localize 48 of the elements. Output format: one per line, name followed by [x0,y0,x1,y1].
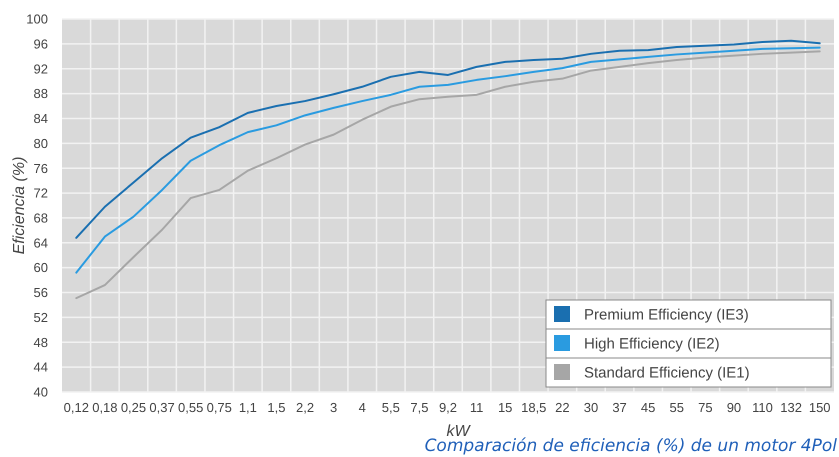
legend-label: Standard Efficiency (IE1) [584,364,750,382]
y-tick-label: 100 [26,12,48,27]
x-tick-label: 30 [584,400,598,415]
x-tick-label: 150 [808,400,831,415]
legend-label: Premium Efficiency (IE3) [584,306,749,324]
y-tick-label: 44 [34,360,48,375]
y-tick-label: 92 [34,61,48,76]
x-tick-label: 1,1 [238,400,257,415]
y-tick-label: 80 [34,136,48,151]
y-tick-label: 40 [34,384,48,400]
x-tick-label: 90 [726,400,742,415]
y-tick-label: 96 [34,36,48,52]
x-tick-label: 1,5 [267,400,286,415]
x-tick-label: 2,2 [296,400,314,415]
x-tick-label: 0,12 [64,400,89,415]
legend-label: High Efficiency (IE2) [584,335,720,352]
y-tick-label: 64 [34,235,48,250]
y-tick-label: 68 [34,210,48,226]
x-tick-label: 3 [330,400,338,415]
line-series [75,40,821,239]
y-tick-label: 48 [34,334,48,350]
x-tick-label: 7,5 [410,400,428,415]
x-tick-label: 37 [612,400,627,415]
y-tick-label: 76 [34,160,48,176]
y-tick-label: 72 [34,186,48,201]
x-tick-label: 0,18 [92,400,118,415]
y-tick-label: 84 [34,111,48,126]
y-tick-label: 52 [34,310,48,325]
x-tick-label: 0,55 [178,400,204,415]
x-tick-label: 75 [698,400,713,415]
x-tick-label: 22 [555,400,570,415]
x-tick-label: 9,2 [438,400,458,415]
y-tick-label: 88 [34,86,48,102]
x-tick-label: 0,75 [206,400,232,415]
x-tick-label: 18,5 [521,400,546,415]
y-tick-label: 56 [34,285,48,300]
x-tick-label: 0,37 [149,400,175,415]
x-tick-label: 110 [752,400,773,415]
y-axis-title: Eficiencia (%) [11,156,28,254]
x-tick-label: 45 [640,400,656,415]
x-tick-label: 55 [670,400,684,415]
x-tick-label: 11 [470,400,484,415]
x-tick-label: 132 [780,400,802,415]
x-tick-label: 0,25 [120,400,146,415]
x-tick-label: 4 [358,400,366,415]
y-tick-label: 60 [34,260,48,276]
x-tick-label: 5,5 [382,400,400,415]
x-tick-label: 15 [498,400,512,415]
